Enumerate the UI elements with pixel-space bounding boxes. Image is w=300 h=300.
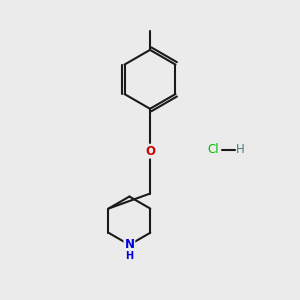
Text: Cl: Cl xyxy=(208,143,219,157)
Text: O: O xyxy=(145,145,155,158)
Text: H: H xyxy=(236,143,244,157)
Text: N: N xyxy=(124,238,134,251)
Text: H: H xyxy=(125,251,134,261)
